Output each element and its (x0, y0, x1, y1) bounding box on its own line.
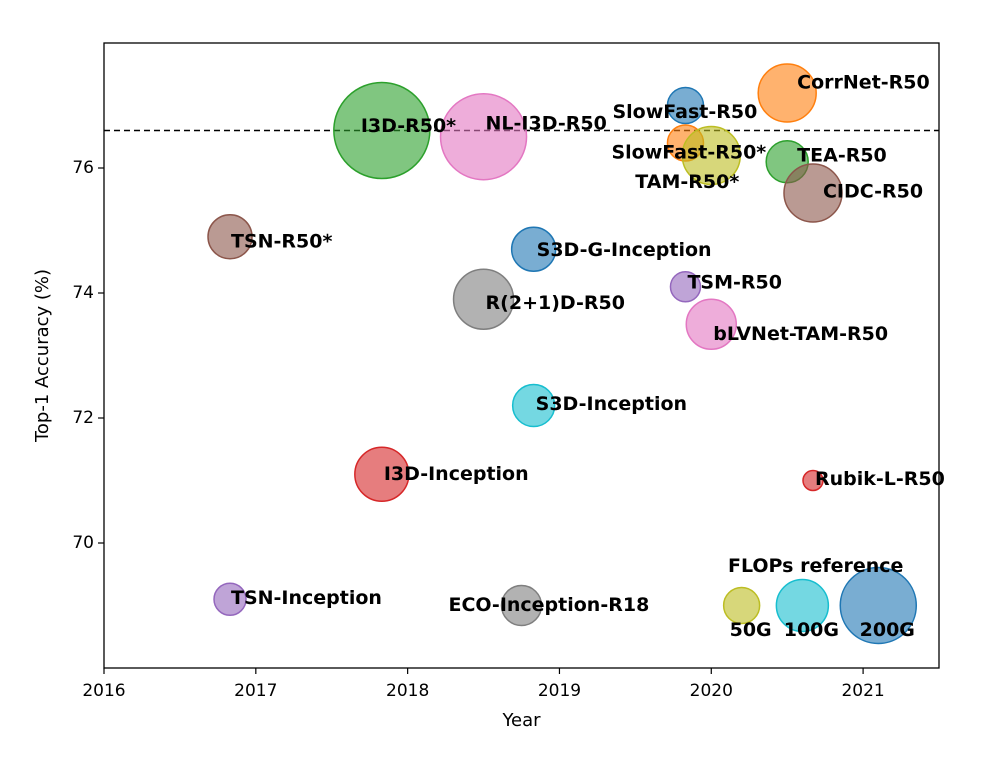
x-axis-title: Year (501, 710, 541, 731)
y-tick-label: 72 (72, 408, 94, 428)
bubble-i3d-r50 (333, 81, 431, 180)
bubble-tam-r50 (681, 125, 742, 186)
bubble-label-tsm-r50: TSM-R50 (687, 271, 782, 293)
bubble-r-2-1-d-r50 (452, 268, 515, 330)
reference-bubble-100g (775, 578, 830, 633)
bubble-s3d-inception (511, 383, 556, 428)
plot-frame (103, 42, 940, 669)
y-tick-label: 74 (72, 283, 94, 303)
bubble-slowfast-r50 (666, 86, 705, 125)
bubble-label-slowfast-r50: SlowFast-R50 (612, 101, 757, 123)
y-axis-title: Top-1 Accuracy (%) (32, 269, 53, 443)
bubble-tsn-inception (213, 582, 247, 616)
bubble-label-tsn-r50: TSN-R50* (231, 230, 333, 252)
x-tick-label: 2019 (538, 681, 581, 701)
reference-label-100g: 100G (784, 619, 839, 641)
bubble-eco-inception-r18 (500, 584, 543, 627)
bubble-label-cidc-r50: CIDC-R50 (823, 181, 923, 203)
reference-label-50g: 50G (730, 619, 772, 641)
x-tick-label: 2021 (841, 681, 884, 701)
bubble-label-i3d-inception: I3D-Inception (384, 463, 529, 485)
y-tick-label: 76 (72, 158, 94, 178)
flops-reference-title: FLOPs reference (728, 555, 903, 577)
ticks-layer: 2016 2017 2018 2019 2020 2021 70 72 74 76 (72, 158, 884, 701)
x-tick-label: 2016 (82, 681, 125, 701)
x-tick-label: 2018 (386, 681, 429, 701)
bubble-s3d-g-inception (510, 226, 557, 272)
bubble-label-r-2-1-d-r50: R(2+1)D-R50 (486, 292, 625, 314)
labels-layer: TSN-R50* TSN-Inception I3D-R50* I3D-Incepti… (231, 72, 945, 642)
bubble-label-s3d-inception: S3D-Inception (536, 393, 687, 415)
bubble-i3d-inception (354, 446, 410, 502)
y-tick-label: 70 (72, 533, 94, 553)
bubbles-layer (104, 63, 939, 645)
bubble-label-nl-i3d-r50: NL-I3D-R50 (486, 112, 607, 134)
bubble-label-tea-r50: TEA-R50 (797, 144, 887, 166)
reference-bubble-200g (839, 566, 918, 645)
bubble-label-eco-inception-r18: ECO-Inception-R18 (449, 594, 650, 616)
bubble-label-slowfast-r50: SlowFast-R50* (611, 142, 766, 164)
bubble-label-i3d-r50: I3D-R50* (361, 115, 456, 137)
x-tick-label: 2020 (690, 681, 733, 701)
bubble-nl-i3d-r50 (439, 93, 528, 181)
bubble-label-corrnet-r50: CorrNet-R50 (797, 72, 930, 94)
bubble-cidc-r50 (783, 163, 843, 223)
bubble-blvnet-tam-r50 (685, 298, 738, 350)
bubble-label-tsn-inception: TSN-Inception (231, 587, 382, 609)
bubble-label-rubik-l-r50: Rubik-L-R50 (815, 468, 945, 490)
bubble-tsm-r50 (669, 271, 702, 303)
bubble-rubik-l-r50 (802, 469, 824, 492)
x-tick-label: 2017 (234, 681, 277, 701)
bubble-corrnet-r50 (757, 63, 817, 123)
bubble-tsn-r50 (207, 214, 253, 260)
reference-bubble-50g (722, 586, 761, 625)
bubble-label-tam-r50: TAM-R50* (635, 171, 739, 193)
bubble-label-blvnet-tam-r50: bLVNet-TAM-R50 (713, 323, 888, 345)
reference-label-200g: 200G (860, 619, 915, 641)
bubble-label-s3d-g-inception: S3D-G-Inception (537, 239, 712, 261)
